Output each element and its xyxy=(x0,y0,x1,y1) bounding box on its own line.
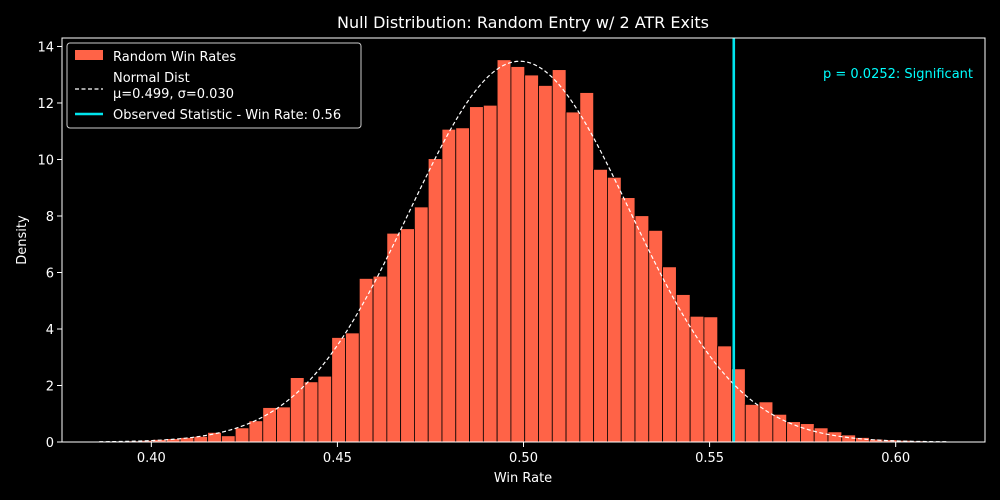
histogram-bar xyxy=(414,206,429,443)
histogram-bar xyxy=(372,275,388,443)
histogram-bar xyxy=(717,345,732,443)
legend-swatch-bars xyxy=(75,50,103,60)
legend-box xyxy=(66,42,362,129)
legend: Random Win Rates Normal Dist μ=0.499, σ=… xyxy=(66,42,362,129)
y-axis-label: Density xyxy=(15,215,30,265)
y-tick-label: 2 xyxy=(46,379,54,394)
x-tick-label: 0.60 xyxy=(881,451,910,466)
x-tick-label: 0.40 xyxy=(137,451,166,466)
histogram-bar xyxy=(538,85,553,443)
x-axis-ticks: 0.40 0.45 0.50 0.55 0.60 xyxy=(137,442,910,466)
histogram-bar xyxy=(703,316,719,443)
histogram-bar xyxy=(221,435,236,443)
y-tick-label: 4 xyxy=(46,323,54,338)
histogram-bar xyxy=(455,127,470,443)
histogram-bar xyxy=(689,315,705,443)
histogram-bar xyxy=(248,420,264,443)
y-tick-label: 8 xyxy=(46,210,54,225)
x-tick-label: 0.50 xyxy=(509,451,538,466)
histogram-bars xyxy=(96,59,953,443)
histogram-bar xyxy=(634,215,650,443)
histogram-bar xyxy=(800,423,815,443)
y-tick-label: 14 xyxy=(37,40,54,55)
histogram-bar xyxy=(662,266,677,443)
histogram-bar xyxy=(510,66,526,443)
y-tick-label: 0 xyxy=(46,436,54,451)
histogram-bar xyxy=(648,229,663,443)
histogram-bar xyxy=(276,406,291,443)
y-tick-label: 12 xyxy=(37,97,54,112)
histogram-bar xyxy=(786,421,801,443)
histogram-bar xyxy=(317,375,333,443)
legend-label-normal-line2: μ=0.499, σ=0.030 xyxy=(113,87,234,102)
histogram-bar xyxy=(551,69,567,443)
histogram-bar xyxy=(234,427,250,443)
histogram-bar xyxy=(607,176,622,443)
y-axis-ticks: 0 2 4 6 8 10 12 14 xyxy=(37,40,62,451)
histogram-bar xyxy=(207,431,222,443)
legend-label-bars: Random Win Rates xyxy=(113,50,236,65)
histogram-bar xyxy=(400,228,415,443)
histogram-bar xyxy=(482,104,498,443)
histogram-bar xyxy=(303,381,319,443)
p-value-annotation: p = 0.0252: Significant xyxy=(823,67,973,82)
histogram-bar xyxy=(496,59,512,443)
histogram-bar xyxy=(358,278,374,443)
x-tick-label: 0.45 xyxy=(323,451,352,466)
histogram-bar xyxy=(579,92,595,443)
histogram-bar xyxy=(386,232,402,443)
x-axis-label: Win Rate xyxy=(494,471,552,486)
histogram-bar xyxy=(262,407,277,443)
histogram-bar xyxy=(565,111,581,443)
histogram-bar xyxy=(813,427,829,443)
histogram-bar xyxy=(331,337,346,443)
histogram-bar xyxy=(675,294,691,443)
normal-fit-curve xyxy=(99,60,948,443)
chart-title: Null Distribution: Random Entry w/ 2 ATR… xyxy=(337,13,709,32)
histogram-bar xyxy=(193,435,209,443)
y-tick-label: 10 xyxy=(37,153,54,168)
histogram-bar xyxy=(744,404,760,443)
x-tick-label: 0.55 xyxy=(695,451,724,466)
histogram-bar xyxy=(427,158,443,443)
histogram-bar xyxy=(620,197,636,443)
legend-label-normal-line1: Normal Dist xyxy=(113,71,190,86)
histogram-bar xyxy=(441,128,457,443)
y-tick-label: 6 xyxy=(46,266,54,281)
legend-label-observed: Observed Statistic - Win Rate: 0.56 xyxy=(113,108,341,123)
histogram-bar xyxy=(469,106,484,443)
histogram-bar xyxy=(345,332,360,443)
histogram-bar xyxy=(593,168,608,443)
histogram-bar xyxy=(524,74,539,443)
